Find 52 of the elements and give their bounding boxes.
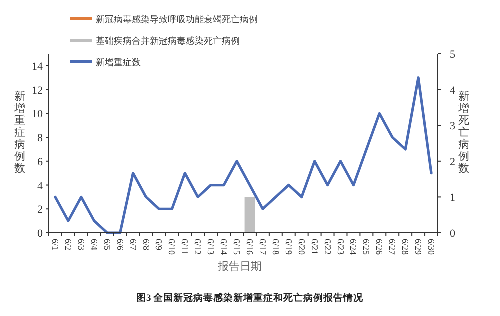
y-tick-label: 6 (38, 156, 44, 168)
x-tick-label: 6/19 (284, 239, 294, 256)
x-tick-label: 6/28 (400, 239, 411, 256)
x-tick-label: 6/12 (193, 239, 204, 256)
x-tick-label: 6/13 (206, 239, 216, 256)
x-tick-label: 6/16 (244, 239, 255, 256)
line-series (54, 76, 433, 234)
x-tick-label: 6/8 (141, 239, 152, 251)
x-tick-label: 6/22 (322, 239, 333, 256)
x-tick-label: 6/21 (310, 239, 320, 256)
y2-tick-label: 1 (450, 192, 456, 204)
x-tick-label: 6/27 (388, 239, 398, 256)
y2-axis-title: 新增死亡病例数 (458, 90, 470, 175)
y-tick-label: 2 (38, 204, 43, 216)
x-tick-label: 6/25 (362, 239, 372, 256)
y-tick-label: 8 (38, 132, 44, 145)
x-tick-label: 6/6 (115, 239, 126, 251)
y-tick-label: 4 (38, 180, 44, 192)
legend-label: 新增重症数 (96, 58, 141, 68)
x-tick-label: 6/7 (128, 239, 138, 251)
y2-tick-label: 5 (450, 49, 456, 61)
y2-tick-label: 3 (450, 120, 456, 133)
x-tick-label: 6/18 (270, 239, 281, 256)
x-tick-label: 6/20 (296, 239, 307, 256)
x-axis-title: 报告日期 (217, 260, 262, 273)
y2-tick-label: 2 (450, 156, 456, 168)
y-tick-label: 12 (32, 84, 43, 97)
x-tick-label: 6/15 (232, 239, 242, 256)
x-tick-label: 6/4 (89, 239, 100, 251)
x-tick-label: 6/23 (336, 239, 346, 256)
x-tick-label: 6/3 (76, 239, 86, 251)
x-tick-label: 6/2 (63, 239, 74, 251)
legend-label: 新冠病毒感染导致呼吸功能衰竭死亡病例 (96, 14, 258, 24)
y2-tick-label: 0 (450, 228, 456, 240)
x-tick-label: 6/10 (167, 239, 178, 256)
y-tick-label: 10 (32, 108, 44, 121)
x-tick-label: 6/1 (50, 239, 60, 251)
y-axis-title: 新增重症病例数 (14, 90, 26, 175)
x-tick-label: 6/24 (348, 239, 359, 256)
x-tick-label: 6/29 (414, 239, 424, 256)
x-tick-label: 6/14 (219, 239, 230, 256)
y-tick-label: 14 (32, 60, 44, 73)
x-tick-label: 6/26 (374, 239, 385, 256)
x-tick-label: 6/9 (154, 239, 164, 251)
legend-label: 基础疾病合并新冠病毒感染死亡病例 (96, 36, 240, 46)
x-tick-label: 6/5 (102, 239, 112, 251)
text: 图3 全国新冠病毒感染新增重症和死亡病例报告情况 (136, 292, 365, 304)
y2-tick-label: 4 (450, 84, 456, 97)
x-tick-label: 6/30 (426, 239, 437, 256)
x-tick-label: 6/11 (180, 239, 190, 255)
x-tick-label: 6/17 (258, 239, 268, 256)
y-tick-label: 0 (38, 228, 44, 240)
